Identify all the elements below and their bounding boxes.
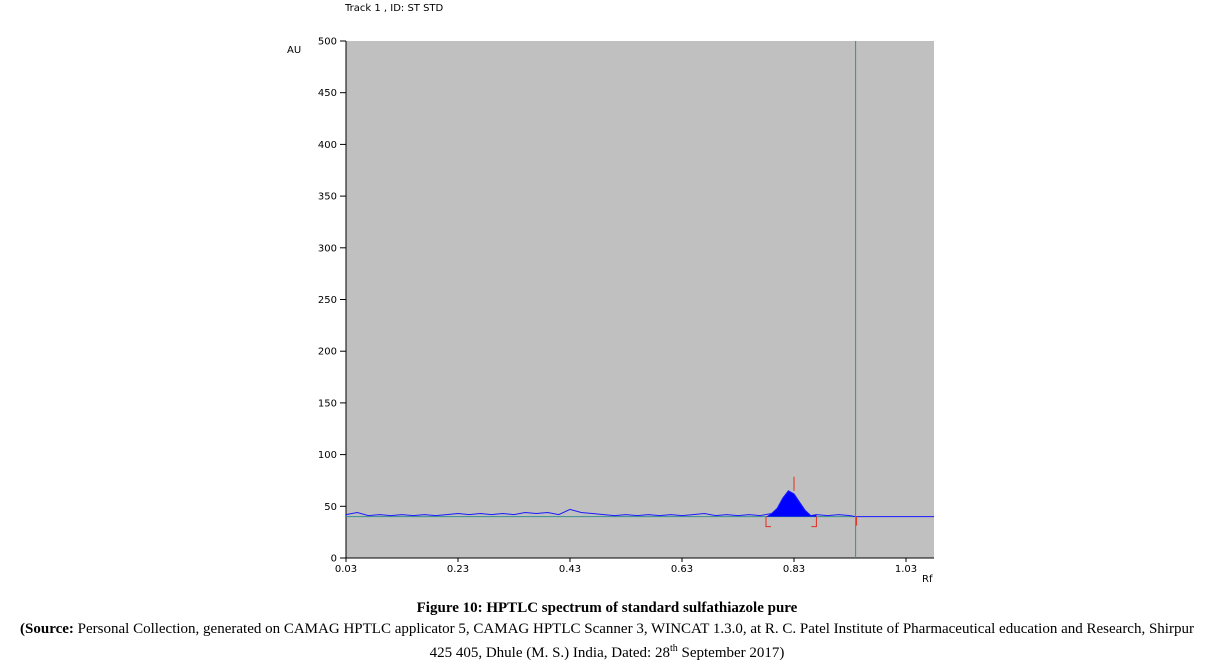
y-tick-label: 250	[318, 295, 337, 306]
y-tick-label: 0	[331, 554, 337, 565]
y-tick-label: 350	[318, 192, 337, 203]
x-axis-label: Rf	[922, 574, 933, 585]
peak-area	[766, 490, 817, 517]
chart-title: Track 1 , ID: ST STD	[345, 3, 444, 14]
date-superscript: th	[669, 643, 678, 654]
x-tick-label: 0.83	[783, 564, 805, 575]
spectrum-trace	[345, 490, 934, 518]
source-label: (Source:	[20, 621, 74, 637]
figure-caption-title: Figure 10: HPTLC spectrum of standard su…	[416, 600, 798, 616]
y-tick-label: 200	[318, 347, 337, 358]
y-tick-label: 400	[318, 140, 337, 151]
peak-end-marker	[811, 516, 817, 528]
hptlc-chart: 0 50 100 150 200 250 300 350 400 450 500 0.03 0.23 0.…	[318, 37, 934, 575]
peak-start-marker	[765, 516, 771, 528]
x-tick-label: 0.23	[447, 564, 469, 575]
y-tick-label: 50	[324, 502, 337, 513]
plot-area	[346, 41, 934, 558]
y-tick-label: 100	[318, 450, 337, 461]
y-tick-label: 500	[318, 37, 337, 48]
x-tick-label: 0.43	[559, 564, 581, 575]
x-tick-label: 1.03	[895, 564, 917, 575]
source-date-tail: September 2017)	[677, 645, 785, 661]
y-tick-label: 150	[318, 398, 337, 409]
y-tick-label: 450	[318, 88, 337, 99]
source-text: Personal Collection, generated on CAMAG …	[73, 621, 1194, 661]
x-tick-label: 0.03	[335, 564, 357, 575]
y-tick-label: 300	[318, 243, 337, 254]
y-axis-label: AU	[287, 45, 302, 56]
x-tick-label: 0.63	[671, 564, 693, 575]
figure-caption-source: (Source: Personal Collection, generated …	[0, 620, 1214, 663]
